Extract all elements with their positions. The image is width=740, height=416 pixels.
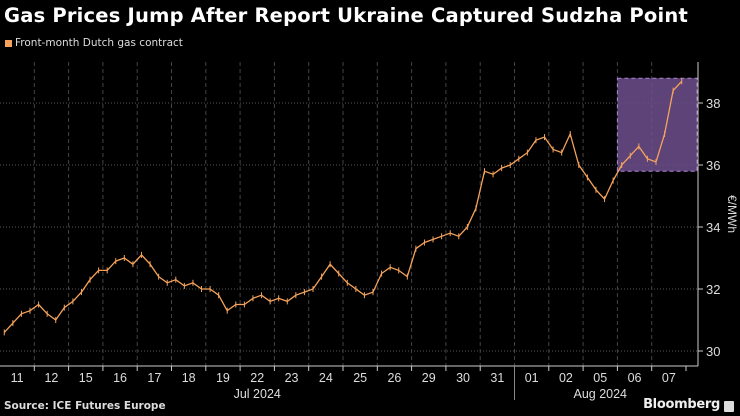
- y-tick-label: 38: [706, 96, 720, 111]
- x-tick-label: 19: [216, 371, 230, 385]
- bloomberg-logo: Bloomberg: [643, 397, 720, 412]
- x-tick-label: 30: [456, 371, 470, 385]
- source-note: Source: ICE Futures Europe: [4, 400, 166, 412]
- y-tick-label: 32: [706, 282, 720, 297]
- x-tick-label: 31: [490, 371, 504, 385]
- x-tick-label: 01: [525, 371, 539, 385]
- x-tick-label: 24: [319, 371, 333, 385]
- x-tick-label: 02: [559, 371, 573, 385]
- x-tick-label: 12: [44, 371, 58, 385]
- x-tick-label: 23: [285, 371, 299, 385]
- month-label: Aug 2024: [573, 387, 627, 401]
- x-tick-label: 26: [387, 371, 401, 385]
- y-axis-label: €/MWh: [725, 195, 739, 233]
- x-tick-label: 05: [593, 371, 607, 385]
- x-tick-label: 06: [628, 371, 642, 385]
- x-tick-label: 17: [147, 371, 161, 385]
- x-tick-label: 16: [113, 371, 127, 385]
- y-tick-label: 34: [706, 220, 720, 235]
- legend: Front-month Dutch gas contract: [5, 37, 183, 49]
- month-label: Jul 2024: [234, 387, 281, 401]
- y-tick-label: 30: [706, 344, 720, 359]
- legend-label: Front-month Dutch gas contract: [15, 37, 183, 49]
- x-tick-label: 18: [182, 371, 196, 385]
- bloomberg-logo-icon: [724, 401, 734, 412]
- x-tick-label: 07: [662, 371, 676, 385]
- legend-swatch: [5, 39, 12, 47]
- chart-title: Gas Prices Jump After Report Ukraine Cap…: [4, 4, 689, 27]
- x-tick-label: 15: [79, 371, 93, 385]
- x-tick-label: 11: [11, 371, 24, 385]
- x-tick-label: 25: [353, 371, 367, 385]
- y-tick-label: 36: [706, 158, 720, 173]
- x-tick-label: 22: [250, 371, 264, 385]
- series-line: [3, 80, 683, 333]
- x-tick-label: 29: [422, 371, 436, 385]
